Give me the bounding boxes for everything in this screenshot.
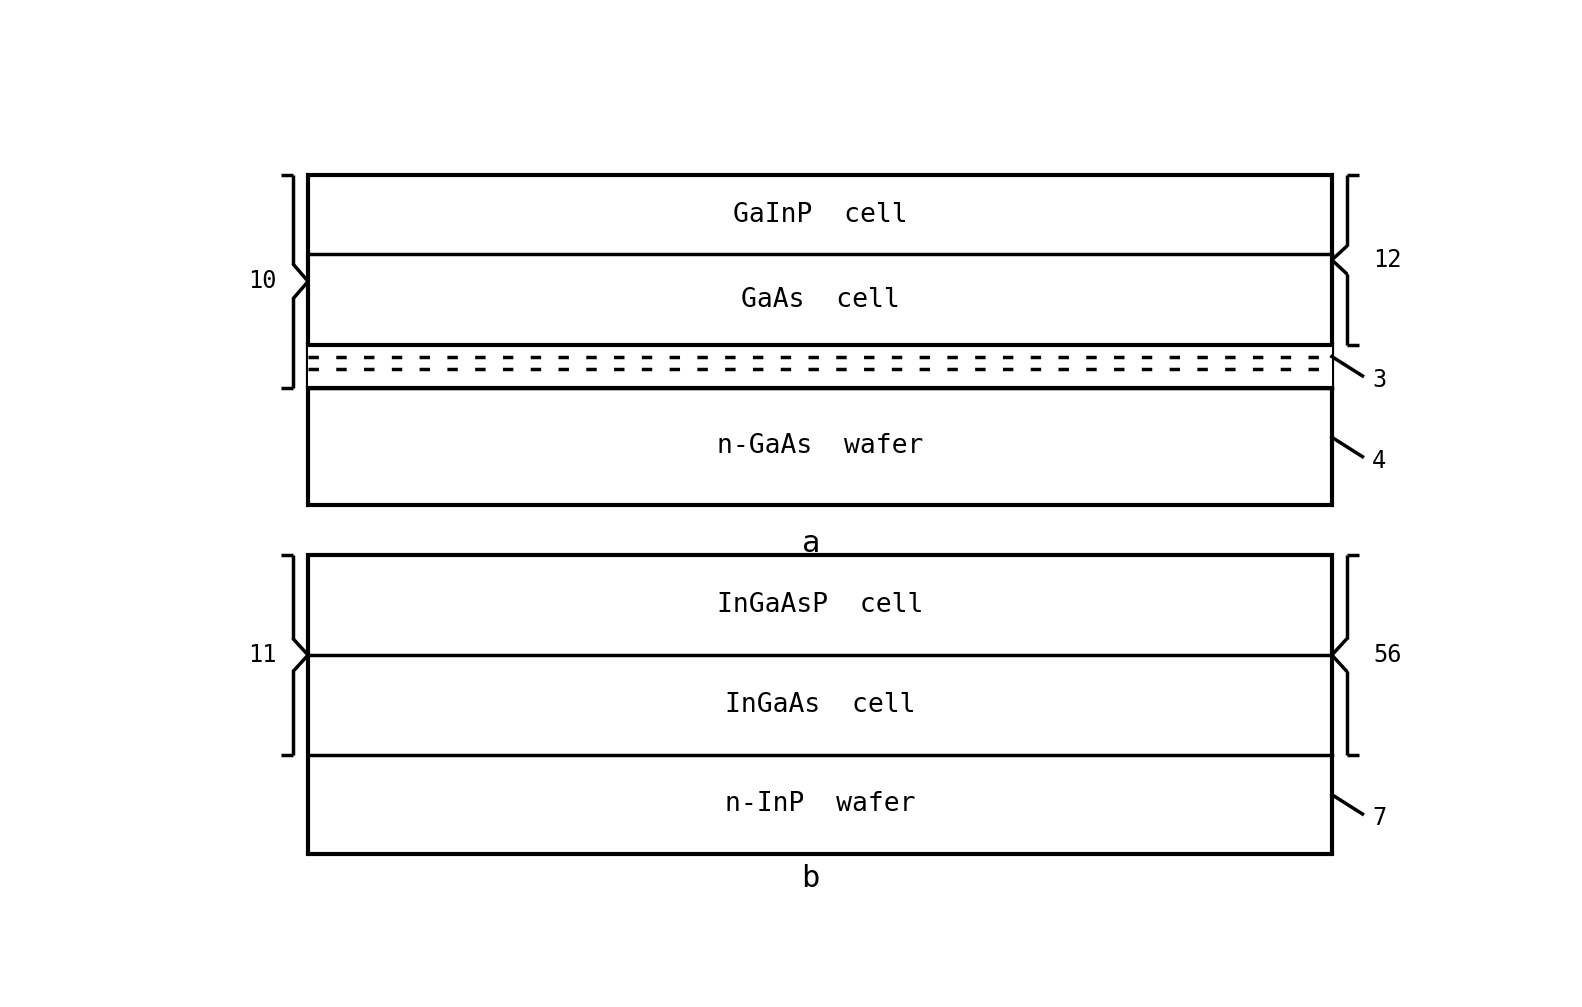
Text: 10: 10	[248, 270, 277, 293]
Text: 3: 3	[1372, 368, 1386, 392]
Text: 12: 12	[1373, 248, 1402, 272]
Bar	[308, 344, 1332, 388]
Text: b: b	[802, 864, 819, 893]
Text: n-GaAs  wafer: n-GaAs wafer	[717, 433, 924, 459]
Text: 7: 7	[1372, 806, 1386, 830]
Text: InGaAsP  cell: InGaAsP cell	[717, 592, 924, 618]
Text: GaAs  cell: GaAs cell	[740, 287, 899, 312]
Bar	[308, 555, 1332, 854]
Text: GaInP  cell: GaInP cell	[732, 201, 908, 228]
Text: 56: 56	[1373, 643, 1402, 667]
Text: InGaAs  cell: InGaAs cell	[725, 692, 916, 718]
Text: 11: 11	[248, 643, 277, 667]
Bar	[308, 175, 1332, 505]
Text: 4: 4	[1372, 448, 1386, 472]
Text: n-InP  wafer: n-InP wafer	[725, 792, 916, 818]
Text: a: a	[802, 529, 819, 558]
